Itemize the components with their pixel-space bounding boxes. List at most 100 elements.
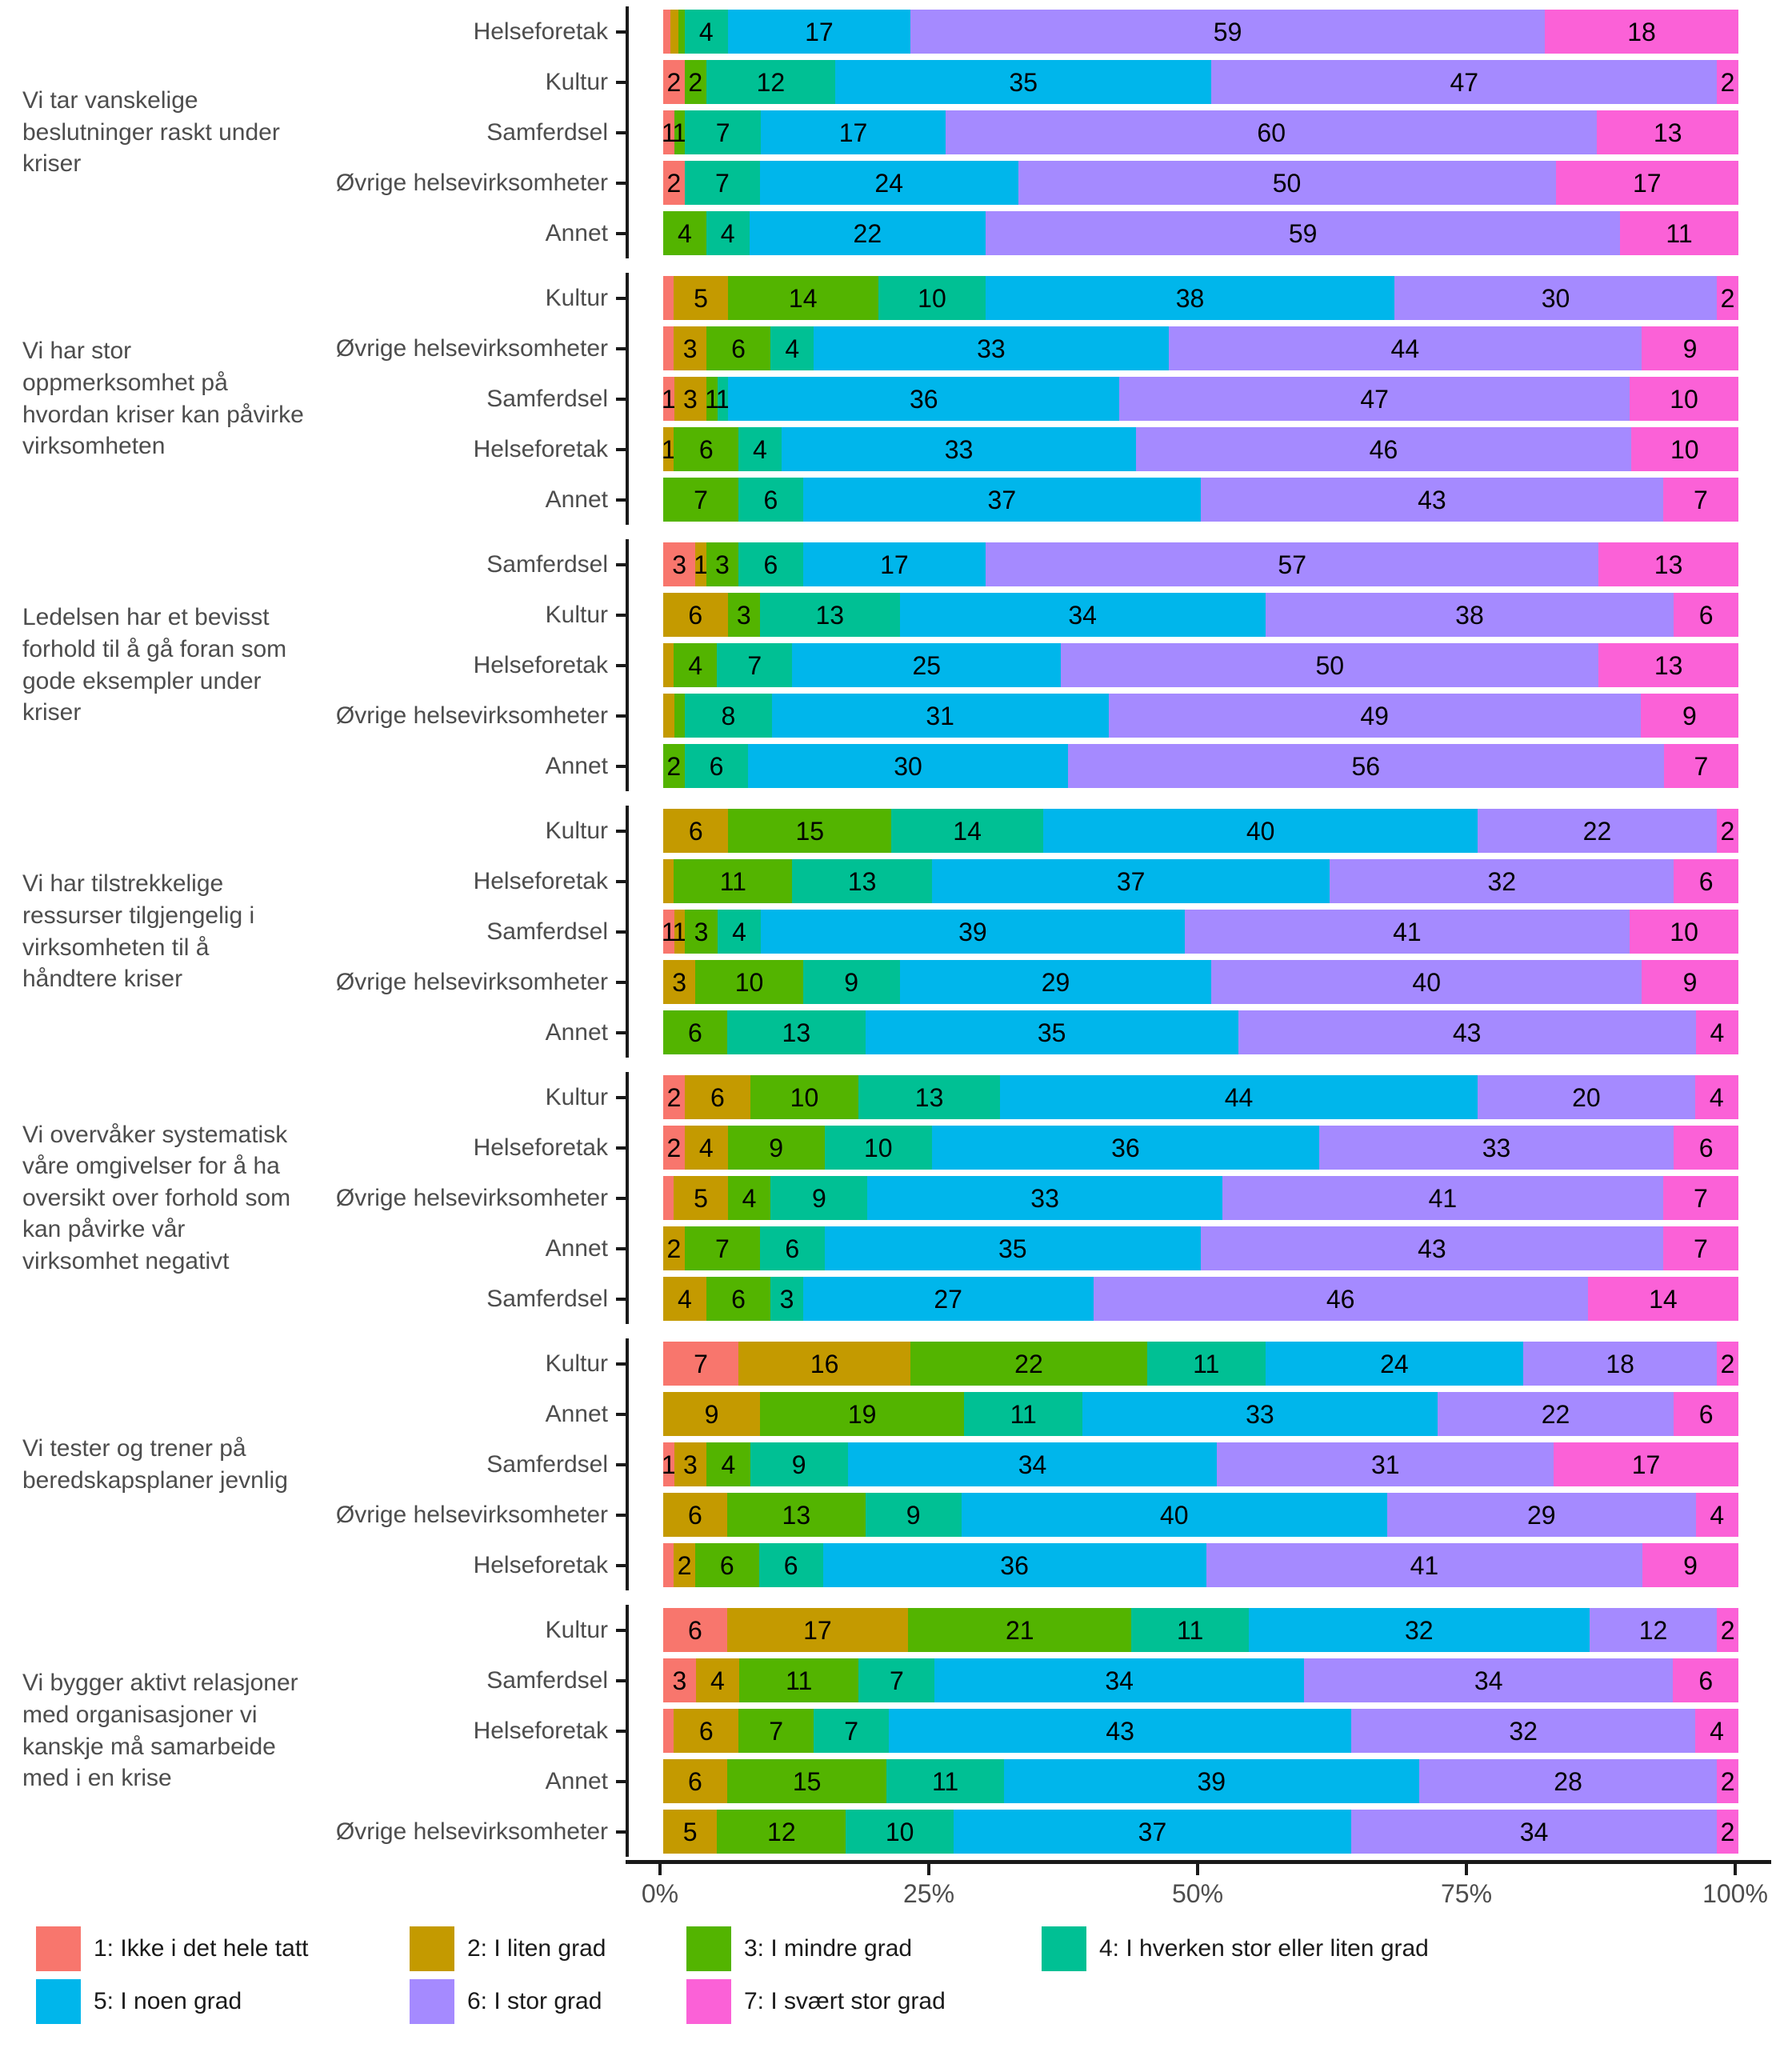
bar-value-label: 41: [1410, 1550, 1439, 1580]
bar-row: Annet 6 15 11 39 28 2: [320, 1756, 1771, 1806]
stacked-bar: 6 15 14 40 22 2: [663, 809, 1738, 853]
x-axis-tick: [1734, 1864, 1737, 1875]
bar-segment: 50: [1061, 643, 1599, 687]
bar-value-label: 8: [721, 701, 736, 730]
bar-value-label: 6: [1698, 1666, 1714, 1695]
bar-value-label: 11: [932, 1766, 959, 1796]
bar-segment: 22: [1478, 809, 1717, 853]
bar-segment: 1: [672, 110, 686, 154]
bar-segment: 6: [663, 809, 729, 853]
facet-group: Vi har tilstrekkelige ressurser tilgjeng…: [0, 806, 1792, 1058]
bar-segment: 6: [663, 1010, 727, 1054]
bar-track: 2 6 10 13 44 20 4: [626, 1072, 1771, 1122]
sector-label: Samferdsel: [486, 118, 608, 146]
bar-segment: 37: [931, 859, 1330, 903]
bar-value-label: 57: [1278, 550, 1306, 579]
bar-value-label: 4: [677, 1284, 692, 1314]
y-axis-tick: [616, 1146, 626, 1150]
bar-segment: 4: [717, 910, 762, 954]
bar-value-label: 9: [704, 1399, 719, 1429]
bar-value-label: 6: [688, 1018, 702, 1047]
bar-segment: 6: [1674, 1392, 1738, 1436]
y-axis-tick: [616, 1412, 626, 1416]
bar-segment: [663, 643, 674, 687]
bar-segment: 49: [1108, 694, 1641, 738]
bar-value-label: 50: [1315, 650, 1345, 680]
bar-track: 4 4 22 59 11: [626, 208, 1771, 258]
bar-value-label: 4: [698, 1133, 714, 1162]
legend-item: 4: I hverken stor eller liten grad: [1042, 1926, 1429, 1971]
facet-rows: Kultur 2 6 10 13 44 20 4 Helseforetak 2 4 9 10 36 33 6 Ø…: [320, 1072, 1771, 1324]
bar-value-label: 2: [1720, 1766, 1735, 1796]
bar-segment: 39: [761, 910, 1185, 954]
bar-segment: 6: [694, 1543, 759, 1587]
legend-swatch: [686, 1926, 731, 1971]
bar-row: Kultur 2 2 12 35 47 2: [320, 57, 1771, 107]
facet-title: Vi overvåker systematisk våre omgivelser…: [22, 1121, 291, 1274]
bar-value-label: 4: [710, 1666, 725, 1695]
bar-segment: 10: [878, 276, 986, 320]
bar-value-label: 10: [1670, 434, 1699, 464]
bar-segment: 7: [814, 1709, 890, 1753]
bar-value-label: 5: [682, 1817, 698, 1846]
bar-segment: [674, 694, 686, 738]
bar-value-label: 12: [1638, 1615, 1668, 1645]
bar-segment: 17: [802, 542, 986, 586]
x-axis-tick: [658, 1864, 662, 1875]
bar-value-label: 2: [688, 67, 703, 97]
bar-value-label: 7: [1694, 1234, 1708, 1263]
bar-segment: 30: [1394, 276, 1718, 320]
bar-value-label: 21: [1005, 1615, 1034, 1645]
bar-segment: 2: [663, 161, 685, 205]
legend-label: 4: I hverken stor eller liten grad: [1099, 1935, 1429, 1962]
bar-value-label: 31: [1370, 1450, 1400, 1479]
bar-value-label: 3: [672, 1666, 687, 1695]
bar-segment: 9: [727, 1126, 825, 1170]
bar-segment: 40: [1211, 960, 1642, 1004]
stacked-bar: 5 4 9 33 41 7: [663, 1176, 1738, 1220]
bar-value-label: 40: [1412, 967, 1441, 997]
stacked-bar: 11 13 37 32 6: [663, 859, 1738, 903]
bar-segment: 9: [1642, 326, 1738, 370]
bar-segment: 9: [1642, 1543, 1738, 1587]
bar-segment: 7: [1662, 478, 1738, 522]
y-axis-tick: [616, 663, 626, 667]
facet-group: Ledelsen har et bevisst forhold til å gå…: [0, 539, 1792, 791]
bar-row: Kultur 6 17 21 11 32 12 2: [320, 1605, 1771, 1655]
bar-row: Helseforetak 4 7 25 50 13: [320, 640, 1771, 690]
bar-track: 6 17 21 11 32 12 2: [626, 1605, 1771, 1655]
stacked-bar: 9 19 11 33 22 6: [663, 1392, 1738, 1436]
bar-segment: 9: [865, 1493, 962, 1537]
bar-segment: [663, 1709, 674, 1753]
bar-value-label: 33: [977, 334, 1006, 363]
bar-row: Øvrige helsevirksomheter 3 6 4 33 44 9: [320, 323, 1771, 374]
bar-segment: 2: [684, 60, 706, 104]
y-axis-tick: [616, 879, 626, 883]
bar-value-label: 7: [1694, 1183, 1708, 1213]
y-axis-tick: [616, 397, 626, 401]
bar-value-label: 6: [1698, 600, 1714, 630]
legend-label: 1: Ikke i det hele tatt: [94, 1935, 309, 1962]
bar-value-label: 4: [1710, 1500, 1725, 1530]
bar-segment: 36: [931, 1126, 1319, 1170]
bar-value-label: 36: [1000, 1550, 1029, 1580]
bar-value-label: 3: [715, 550, 730, 579]
sector-label: Annet: [545, 1400, 608, 1427]
bar-segment: 6: [1674, 859, 1738, 903]
bar-track: 3 4 11 7 34 34 6: [626, 1655, 1771, 1706]
bar-segment: 32: [1330, 859, 1674, 903]
facet-group: Vi tar vanskelige beslutninger raskt und…: [0, 6, 1792, 258]
bar-value-label: 25: [912, 650, 942, 680]
bar-value-label: 24: [874, 168, 904, 198]
bar-segment: 1: [662, 377, 676, 421]
bar-segment: 20: [1478, 1075, 1695, 1119]
legend-item: 6: I stor grad: [410, 1979, 602, 2024]
stacked-bar: 5 14 10 38 30 2: [663, 276, 1738, 320]
bar-segment: 7: [684, 161, 760, 205]
stacked-bar: 1 3 4 9 34 31 17: [662, 1442, 1738, 1486]
bar-segment: 44: [1168, 326, 1642, 370]
bar-value-label: 46: [1326, 1284, 1355, 1314]
sector-label: Helseforetak: [473, 867, 608, 894]
stacked-bar: 2 4 9 10 36 33 6: [663, 1126, 1738, 1170]
y-axis-tick: [616, 1628, 626, 1632]
